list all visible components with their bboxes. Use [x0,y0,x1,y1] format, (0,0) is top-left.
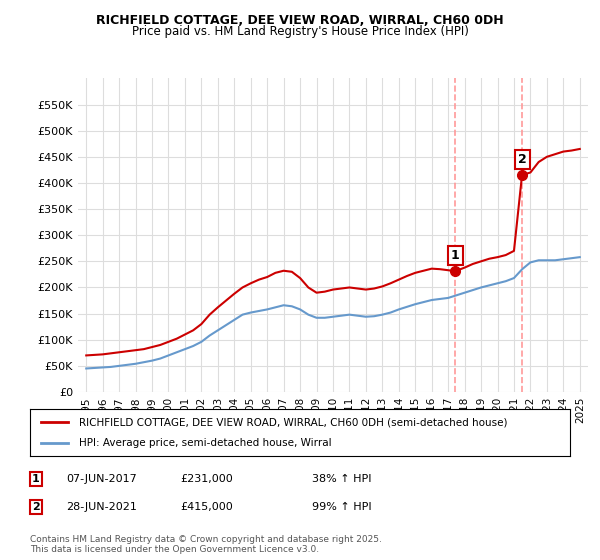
Text: £415,000: £415,000 [180,502,233,512]
Text: 28-JUN-2021: 28-JUN-2021 [66,502,137,512]
Text: RICHFIELD COTTAGE, DEE VIEW ROAD, WIRRAL, CH60 0DH (semi-detached house): RICHFIELD COTTAGE, DEE VIEW ROAD, WIRRAL… [79,417,507,427]
Text: Contains HM Land Registry data © Crown copyright and database right 2025.
This d: Contains HM Land Registry data © Crown c… [30,535,382,554]
Text: 07-JUN-2017: 07-JUN-2017 [66,474,137,484]
Text: HPI: Average price, semi-detached house, Wirral: HPI: Average price, semi-detached house,… [79,438,331,448]
Text: 2: 2 [518,153,526,166]
Text: RICHFIELD COTTAGE, DEE VIEW ROAD, WIRRAL, CH60 0DH: RICHFIELD COTTAGE, DEE VIEW ROAD, WIRRAL… [96,14,504,27]
Text: 1: 1 [451,249,460,262]
Text: 1: 1 [32,474,40,484]
Text: 38% ↑ HPI: 38% ↑ HPI [312,474,371,484]
Text: 99% ↑ HPI: 99% ↑ HPI [312,502,371,512]
Text: £231,000: £231,000 [180,474,233,484]
Text: 2: 2 [32,502,40,512]
Text: Price paid vs. HM Land Registry's House Price Index (HPI): Price paid vs. HM Land Registry's House … [131,25,469,38]
